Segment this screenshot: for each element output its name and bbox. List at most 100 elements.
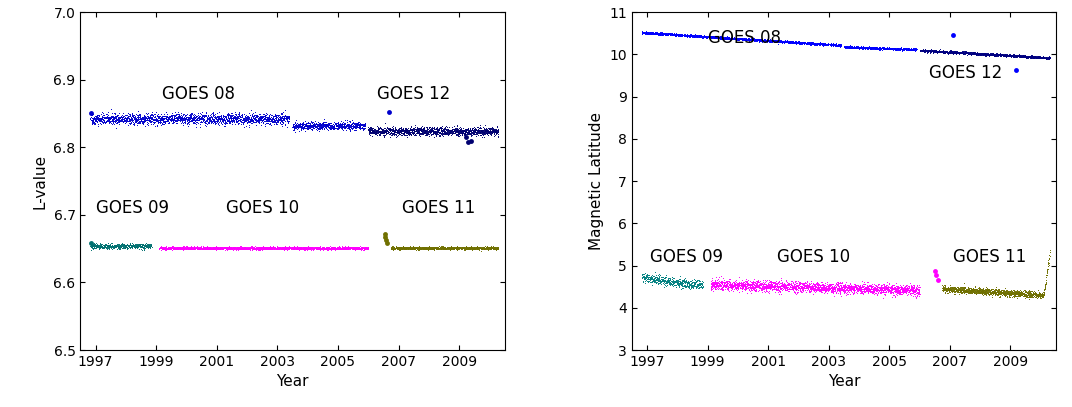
Point [103, 114, 120, 120]
Point [999, 290, 1016, 297]
Point [85, 117, 102, 124]
Point [240, 245, 257, 251]
Point [956, 49, 973, 55]
Point [331, 244, 348, 251]
Point [478, 130, 495, 137]
Text: GOES 09: GOES 09 [95, 199, 168, 217]
Point [1034, 290, 1052, 296]
Point [670, 281, 687, 287]
Point [785, 285, 802, 291]
Point [170, 245, 188, 252]
Point [985, 289, 1002, 296]
Point [340, 124, 357, 131]
Point [449, 245, 466, 252]
Point [161, 114, 178, 121]
Point [221, 110, 238, 117]
Point [266, 119, 283, 125]
Point [885, 45, 903, 51]
Point [394, 127, 412, 133]
Point [356, 125, 373, 131]
Point [711, 283, 728, 290]
Point [717, 283, 734, 289]
Point [877, 45, 894, 51]
Point [1014, 54, 1031, 60]
Point [104, 117, 121, 123]
Point [174, 117, 191, 123]
Point [870, 287, 888, 293]
Point [774, 38, 791, 45]
Point [825, 288, 843, 294]
Point [766, 282, 784, 289]
Point [717, 282, 734, 288]
Point [339, 244, 356, 251]
Point [814, 40, 831, 47]
Point [190, 114, 207, 121]
Point [259, 244, 277, 250]
Point [761, 38, 778, 44]
Point [861, 45, 878, 51]
Point [1037, 55, 1054, 62]
Point [1024, 54, 1041, 60]
Point [322, 245, 339, 252]
Point [812, 287, 829, 294]
Point [982, 289, 999, 295]
Point [157, 115, 174, 122]
Point [938, 48, 955, 54]
Point [235, 245, 252, 252]
Point [893, 45, 910, 52]
Point [875, 295, 892, 302]
Point [270, 116, 287, 123]
Point [801, 39, 818, 46]
Point [419, 126, 436, 132]
Point [902, 286, 919, 292]
Point [211, 245, 228, 252]
Point [877, 284, 894, 291]
Point [465, 245, 482, 252]
Point [158, 246, 175, 252]
Point [846, 284, 863, 290]
Point [644, 277, 661, 284]
Point [361, 131, 378, 137]
Point [177, 245, 194, 251]
Point [933, 48, 950, 55]
Point [389, 132, 406, 138]
Point [102, 242, 119, 248]
Point [477, 245, 494, 252]
Point [456, 245, 473, 252]
Point [126, 115, 144, 121]
Point [84, 112, 101, 118]
Point [864, 44, 881, 50]
Point [421, 128, 438, 134]
Point [730, 279, 747, 286]
Point [883, 46, 900, 53]
Point [483, 244, 501, 250]
Point [910, 288, 927, 294]
Point [793, 281, 810, 287]
Point [867, 45, 884, 51]
Point [329, 245, 346, 252]
Point [978, 51, 995, 57]
Point [962, 49, 979, 56]
Point [702, 34, 719, 40]
Point [192, 245, 209, 252]
Point [969, 50, 986, 57]
Point [825, 41, 843, 48]
Point [245, 109, 263, 115]
Point [223, 115, 240, 121]
Point [387, 245, 404, 251]
Point [377, 129, 394, 135]
Point [963, 50, 980, 57]
Point [197, 120, 214, 126]
Point [1015, 53, 1032, 59]
Point [434, 243, 451, 249]
Point [204, 116, 221, 122]
Point [809, 286, 827, 292]
Point [482, 244, 500, 251]
Point [763, 37, 780, 44]
Point [1026, 55, 1043, 61]
Point [327, 246, 344, 253]
Point [404, 246, 421, 252]
Point [270, 117, 287, 123]
Point [410, 127, 427, 133]
Point [443, 245, 460, 252]
